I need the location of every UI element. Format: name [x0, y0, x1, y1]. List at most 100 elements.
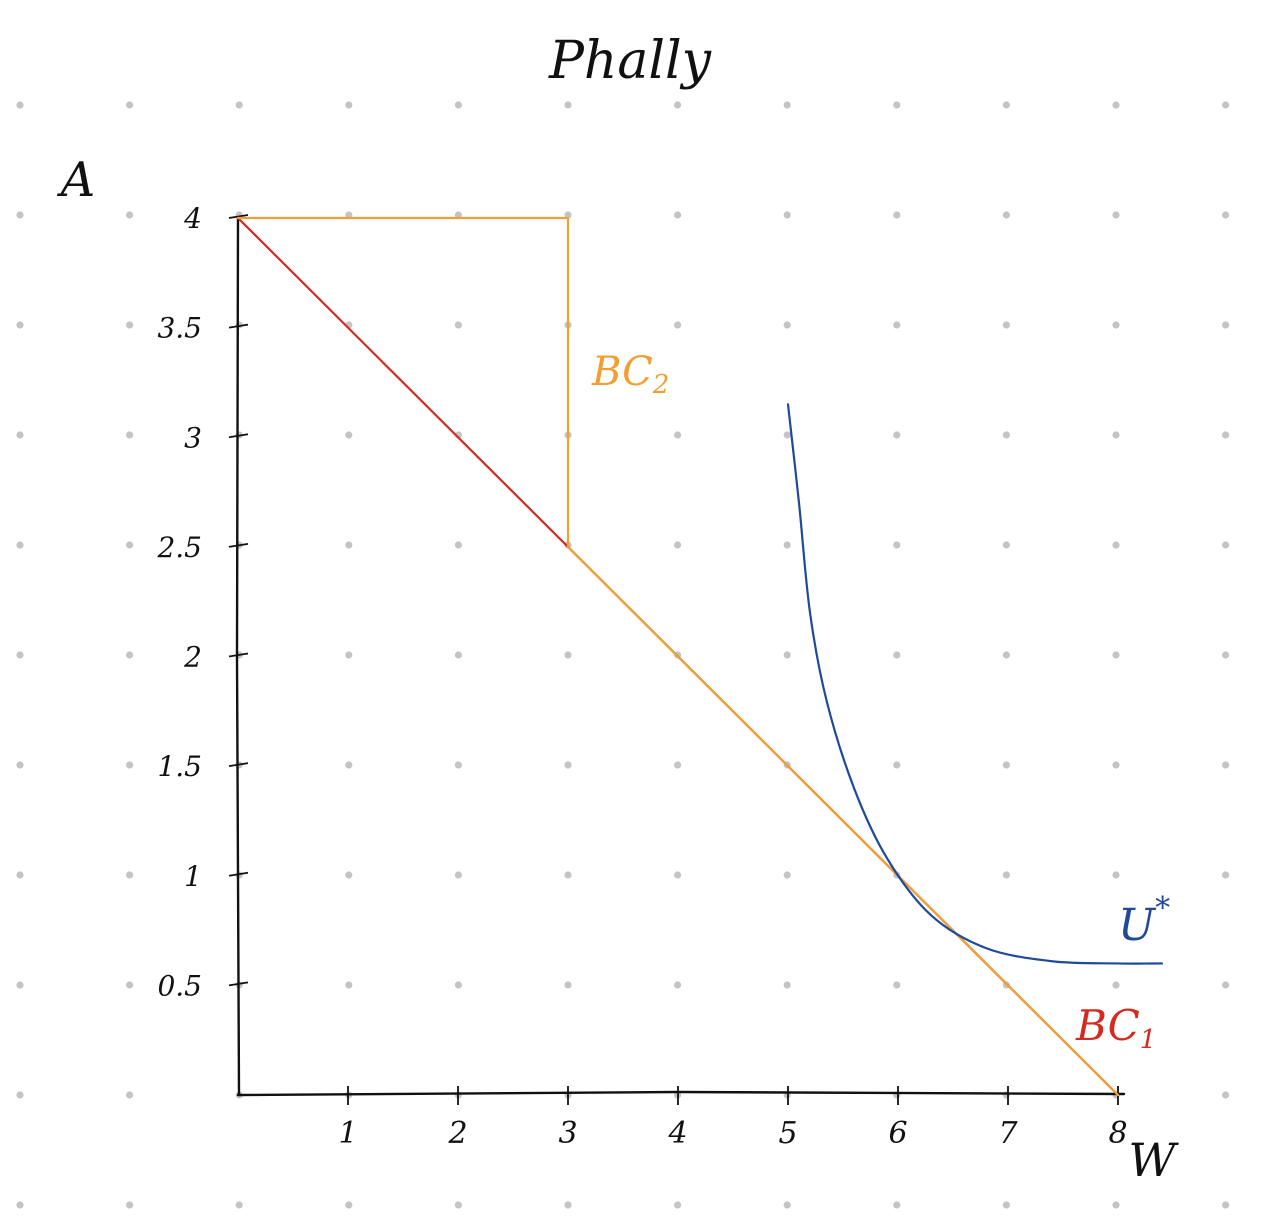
y-tick-label: 4 — [183, 202, 202, 235]
grid-dot — [893, 651, 901, 659]
y-tick-mark — [228, 762, 249, 768]
y-tick-mark — [228, 652, 249, 658]
grid-dot — [345, 981, 353, 989]
grid-dot — [1112, 981, 1120, 989]
grid-dot — [783, 541, 791, 549]
grid-dot — [783, 871, 791, 879]
grid-dot — [1222, 651, 1230, 659]
grid-dot — [1222, 1201, 1230, 1209]
y-tick-label: 3.5 — [157, 312, 202, 345]
grid-dot — [345, 431, 353, 439]
grid-dot — [783, 981, 791, 989]
grid-dot — [126, 1091, 134, 1099]
grid-dot — [674, 541, 682, 549]
grid-dot — [674, 761, 682, 769]
series-label-u-sup: * — [1155, 891, 1170, 926]
grid-dot — [1222, 981, 1230, 989]
grid-dot — [1002, 541, 1011, 549]
grid-dot — [1002, 321, 1011, 329]
series-line-u — [786, 403, 1164, 965]
grid-dot — [564, 211, 572, 219]
grid-dot — [893, 1201, 901, 1209]
grid-dot — [454, 541, 462, 549]
grid-dot — [126, 211, 134, 219]
y-tick-mark — [228, 871, 249, 877]
grid-dot — [345, 1201, 353, 1209]
series-label-bc2-main: BC — [591, 349, 653, 395]
grid-dot — [893, 761, 901, 769]
grid-dot — [235, 101, 243, 109]
y-ticks: 0.5 1 1.5 2 2.5 3 3.5 4 — [156, 202, 249, 1002]
grid-dot — [1112, 211, 1120, 219]
grid-dot — [1112, 431, 1120, 439]
y-tick-label: 3 — [184, 421, 202, 454]
grid-dot — [893, 981, 901, 989]
grid-dot — [1222, 101, 1230, 109]
grid-dot — [16, 211, 24, 219]
y-axis-label: A — [57, 152, 96, 208]
x-tick-label: 5 — [778, 1116, 797, 1151]
grid-dot — [16, 541, 24, 549]
y-tick-mark — [228, 981, 249, 987]
grid-dot — [893, 101, 901, 109]
grid-dot — [16, 321, 24, 329]
grid-dot — [454, 871, 462, 879]
grid-dot — [454, 101, 462, 109]
grid-dot — [454, 321, 462, 329]
grid-dot — [1002, 871, 1011, 879]
grid-dot — [783, 651, 791, 659]
series-label-u-main: U — [1118, 900, 1157, 951]
grid-dot — [1222, 1091, 1230, 1099]
grid-dot — [126, 1201, 134, 1209]
grid-dot — [1002, 1201, 1011, 1209]
grid-dot — [783, 211, 791, 219]
grid-dot — [126, 981, 134, 989]
grid-dot — [1222, 211, 1230, 219]
grid-dot — [126, 321, 134, 329]
grid-dot — [1112, 1201, 1120, 1209]
grid-dot — [783, 431, 791, 439]
series-label-bc1-sub: 1 — [1140, 1025, 1157, 1055]
grid-dot — [564, 981, 572, 989]
grid-dot — [126, 431, 134, 439]
grid-dot — [1112, 651, 1120, 659]
grid-dot — [126, 761, 134, 769]
y-tick-mark — [228, 433, 249, 439]
grid-dot — [674, 981, 682, 989]
grid-dot — [674, 1201, 682, 1209]
grid-dot — [674, 101, 682, 109]
grid-dot — [345, 651, 353, 659]
grid-dot — [126, 651, 134, 659]
grid-dot — [1112, 761, 1120, 769]
x-tick-label: 6 — [888, 1116, 907, 1151]
series-label-bc2-sub: 2 — [652, 370, 670, 400]
grid-dot — [1112, 101, 1120, 109]
grid-dot — [454, 761, 462, 769]
grid-dot — [1222, 871, 1230, 879]
grid-dot — [454, 651, 462, 659]
grid-dot — [16, 1091, 24, 1099]
grid-dot — [1222, 761, 1230, 769]
grid-dot — [783, 1201, 791, 1209]
grid-dot — [1002, 431, 1011, 439]
grid-dot — [16, 651, 24, 659]
grid-dot — [16, 871, 24, 879]
grid-dot — [345, 541, 353, 549]
series-label-bc1: BC1 — [1075, 1001, 1156, 1055]
grid-dot — [893, 541, 901, 549]
grid-dot — [1002, 651, 1011, 659]
grid-dot — [564, 651, 572, 659]
series-line-bc2 — [236, 216, 1120, 1097]
grid-dot — [564, 101, 572, 109]
grid-dot — [674, 871, 682, 879]
grid-dot — [345, 101, 353, 109]
x-tick-label: 3 — [558, 1116, 577, 1151]
grid-dot — [345, 871, 353, 879]
x-tick-label: 4 — [667, 1116, 687, 1151]
y-tick-label: 1 — [184, 860, 202, 893]
grid-dot — [1002, 761, 1011, 769]
grid-dot — [564, 871, 572, 879]
grid-dot — [1112, 541, 1120, 549]
y-axis-line — [235, 216, 241, 1097]
grid-dot — [893, 431, 901, 439]
